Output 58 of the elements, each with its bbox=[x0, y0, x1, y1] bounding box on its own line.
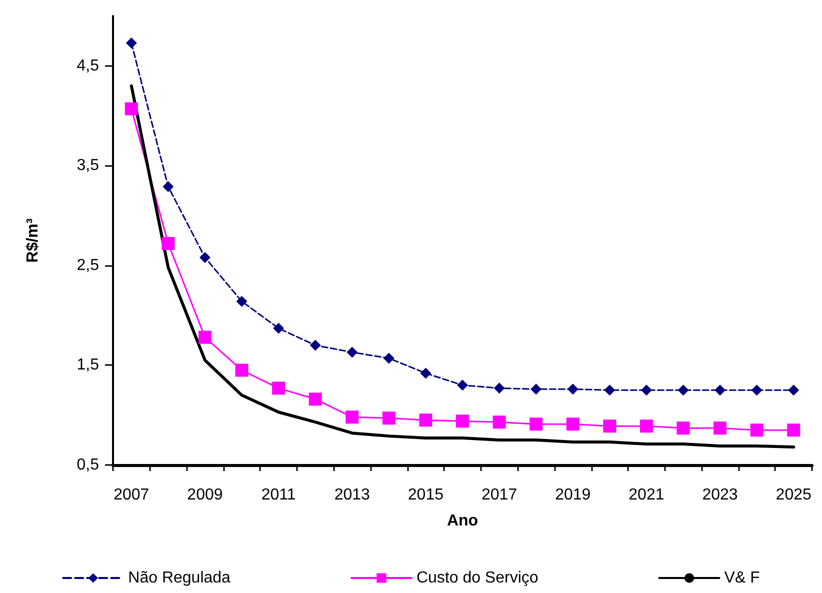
point bbox=[236, 296, 248, 307]
legend-label: Não Regulada bbox=[128, 570, 231, 586]
x-tick-label: 2007 bbox=[114, 486, 150, 504]
point bbox=[273, 322, 284, 334]
x-tick-label: 2025 bbox=[776, 486, 812, 504]
point bbox=[456, 414, 469, 428]
point bbox=[750, 424, 764, 437]
point bbox=[310, 340, 321, 351]
point bbox=[492, 416, 506, 429]
point bbox=[494, 382, 505, 394]
x-tick-label: 2019 bbox=[555, 486, 591, 504]
y-tick-label: 4,5 bbox=[76, 57, 100, 74]
point bbox=[420, 368, 432, 379]
x-axis-title: Ano bbox=[446, 512, 478, 530]
point bbox=[714, 384, 726, 396]
y-tick-label: 2,5 bbox=[76, 256, 100, 274]
point bbox=[346, 410, 359, 424]
x-tick-label: 2023 bbox=[702, 486, 738, 504]
point bbox=[162, 236, 175, 250]
x-tick-label: 2021 bbox=[628, 486, 664, 504]
x-tick-label: 2015 bbox=[408, 486, 444, 504]
point bbox=[198, 330, 212, 344]
point bbox=[640, 420, 653, 433]
point bbox=[383, 352, 394, 364]
point bbox=[199, 252, 210, 263]
point bbox=[787, 424, 800, 437]
point bbox=[530, 418, 543, 431]
point bbox=[235, 364, 248, 377]
point bbox=[457, 380, 468, 391]
point bbox=[566, 418, 580, 431]
y-tick-label: 0,5 bbox=[76, 456, 100, 474]
point bbox=[419, 414, 432, 427]
point bbox=[272, 382, 286, 395]
point bbox=[530, 384, 542, 395]
point bbox=[640, 384, 652, 396]
point bbox=[308, 392, 322, 406]
x-tick-label: 2013 bbox=[334, 486, 370, 504]
point bbox=[678, 384, 689, 396]
point bbox=[676, 422, 690, 435]
point bbox=[162, 181, 174, 192]
point bbox=[751, 384, 762, 396]
point bbox=[124, 102, 138, 116]
legend-label: V& F bbox=[724, 570, 760, 586]
y-axis-title: R$/m³ bbox=[24, 218, 42, 263]
x-tick-label: 2011 bbox=[261, 486, 296, 504]
point bbox=[714, 422, 727, 435]
x-tick-label: 2009 bbox=[187, 486, 223, 504]
y-tick-label: 3,5 bbox=[76, 157, 100, 174]
point bbox=[382, 412, 396, 425]
point bbox=[603, 420, 616, 433]
point bbox=[604, 384, 616, 396]
x-tick-label: 2017 bbox=[481, 486, 518, 504]
point bbox=[126, 37, 137, 48]
point bbox=[788, 384, 800, 396]
y-tick-label: 1,5 bbox=[76, 356, 100, 374]
legend-label: Custo do Serviço bbox=[416, 570, 538, 586]
point bbox=[567, 384, 578, 395]
point bbox=[346, 346, 358, 358]
